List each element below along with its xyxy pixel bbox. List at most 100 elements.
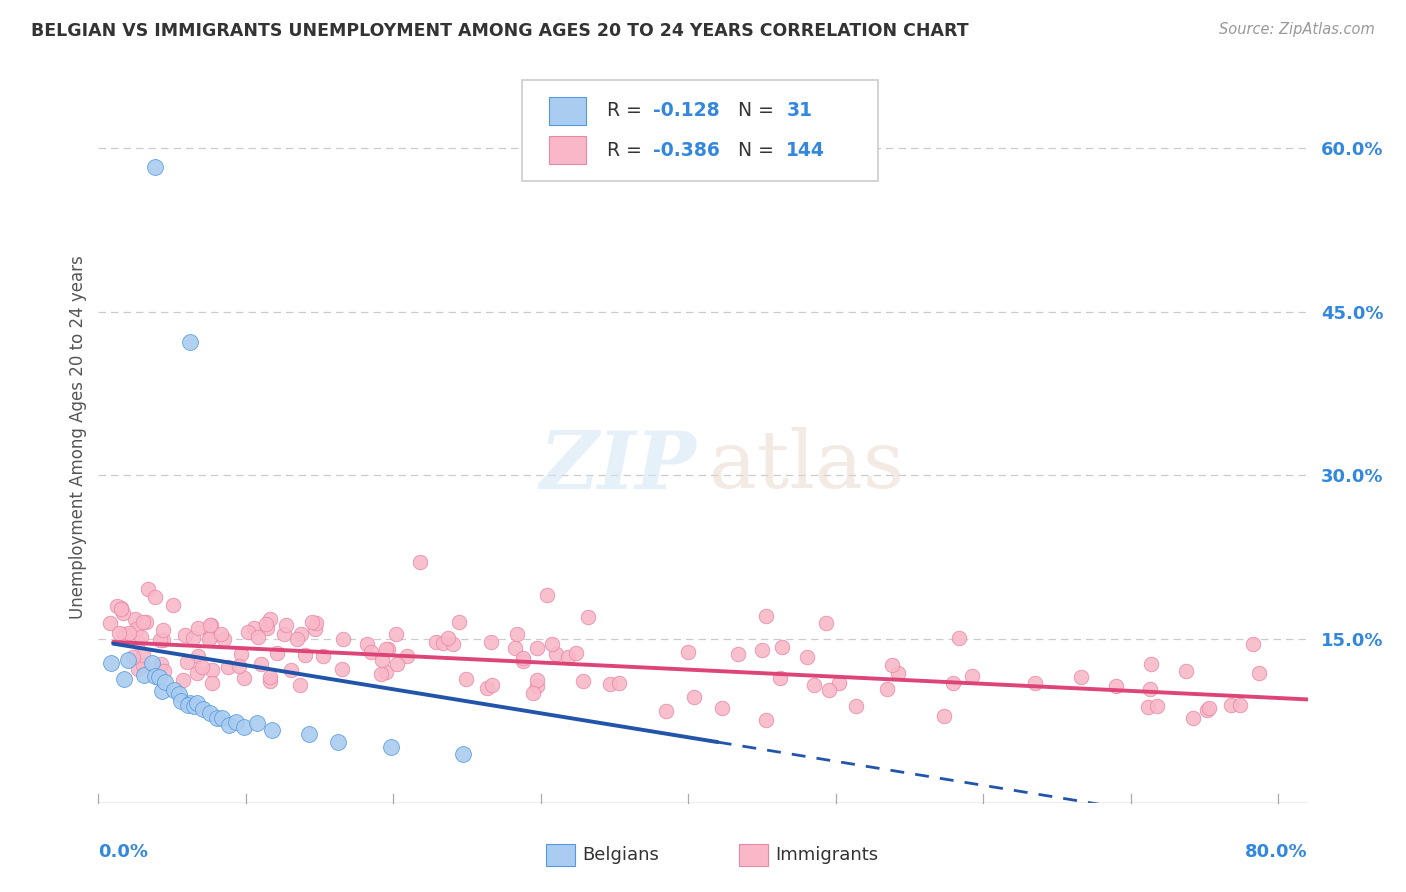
Point <box>1229 698 1251 713</box>
Point <box>177 698 200 712</box>
FancyBboxPatch shape <box>550 97 586 125</box>
Point <box>127 635 149 649</box>
Point <box>526 673 548 688</box>
Point <box>247 630 270 644</box>
Point <box>131 657 153 672</box>
Point <box>710 700 733 714</box>
Point <box>132 648 155 662</box>
Point <box>727 647 749 661</box>
Point <box>506 627 529 641</box>
Point <box>475 681 498 695</box>
Point <box>332 632 354 647</box>
Point <box>887 666 910 681</box>
Point <box>301 615 323 629</box>
Point <box>454 672 477 686</box>
Point <box>1146 698 1168 713</box>
Text: Belgians: Belgians <box>582 846 659 863</box>
Point <box>814 615 837 630</box>
Point <box>152 632 174 647</box>
Point <box>249 657 271 671</box>
Point <box>298 727 321 741</box>
Point <box>385 657 408 672</box>
Point <box>599 677 621 691</box>
Point <box>1220 698 1243 712</box>
Point <box>112 627 135 641</box>
Point <box>541 637 564 651</box>
Point <box>112 672 135 686</box>
Text: atlas: atlas <box>709 427 904 506</box>
Point <box>1024 675 1046 690</box>
Point <box>290 678 312 692</box>
Point <box>557 649 579 664</box>
Point <box>259 670 281 684</box>
Point <box>522 686 544 700</box>
Text: 31: 31 <box>786 102 813 120</box>
Point <box>755 713 778 727</box>
Point <box>172 673 194 688</box>
Point <box>770 640 793 654</box>
Point <box>136 582 159 596</box>
Point <box>880 658 903 673</box>
Point <box>173 628 195 642</box>
Point <box>380 739 402 754</box>
Point <box>238 625 260 640</box>
Point <box>176 655 198 669</box>
Point <box>1139 657 1161 671</box>
Point <box>217 660 239 674</box>
Text: -0.386: -0.386 <box>654 141 720 160</box>
Point <box>371 653 394 667</box>
Point <box>256 621 278 635</box>
Point <box>186 696 208 710</box>
Point <box>125 623 148 637</box>
Point <box>201 676 224 690</box>
Point <box>437 631 460 645</box>
Point <box>191 702 214 716</box>
Point <box>233 671 256 685</box>
Point <box>262 723 284 738</box>
Point <box>143 161 166 175</box>
Point <box>246 716 269 731</box>
Point <box>183 698 205 713</box>
Point <box>135 615 157 629</box>
Point <box>129 630 152 644</box>
Point <box>479 635 502 649</box>
Point <box>233 720 256 734</box>
Point <box>1249 665 1271 680</box>
Point <box>225 714 247 729</box>
Point <box>127 662 149 676</box>
Point <box>229 647 252 661</box>
Point <box>572 673 595 688</box>
Point <box>1139 681 1161 696</box>
Point <box>1181 710 1204 724</box>
Point <box>409 555 432 569</box>
Point <box>143 669 166 683</box>
Point <box>105 599 128 614</box>
Point <box>432 636 454 650</box>
Point <box>769 671 792 685</box>
Point <box>356 637 378 651</box>
Point <box>198 632 221 646</box>
Point <box>152 664 174 678</box>
Text: R =: R = <box>607 141 648 160</box>
Point <box>360 645 382 659</box>
Point <box>198 617 221 632</box>
Point <box>266 646 288 660</box>
Point <box>827 675 849 690</box>
Point <box>312 649 335 664</box>
Point <box>512 651 534 665</box>
Point <box>512 654 534 668</box>
Point <box>198 706 221 720</box>
Point <box>876 681 898 696</box>
Point <box>132 668 155 682</box>
Point <box>328 735 350 749</box>
Text: Immigrants: Immigrants <box>776 846 879 863</box>
Point <box>111 606 134 620</box>
Point <box>683 690 706 704</box>
Point <box>117 653 139 667</box>
Point <box>209 626 232 640</box>
Point <box>152 623 174 637</box>
Point <box>385 626 408 640</box>
Point <box>330 662 353 676</box>
Point <box>962 669 984 683</box>
Point <box>150 683 173 698</box>
